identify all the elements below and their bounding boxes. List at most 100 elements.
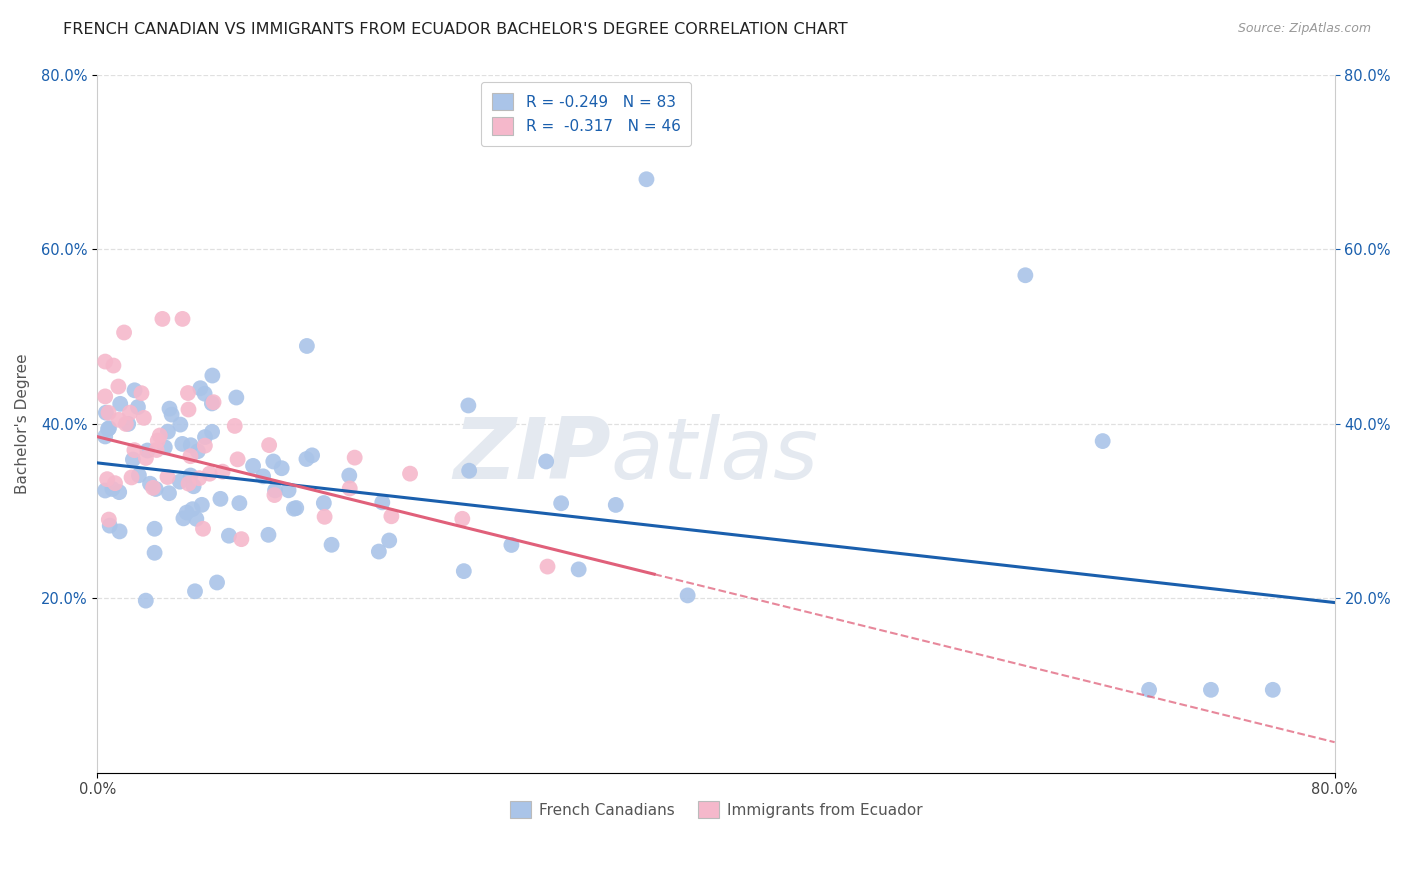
Point <box>179 449 201 463</box>
Point <box>380 509 402 524</box>
Point <box>135 593 157 607</box>
Point <box>169 475 191 489</box>
Point <box>172 511 194 525</box>
Point <box>257 438 280 452</box>
Point <box>124 384 146 398</box>
Point <box>122 452 145 467</box>
Point <box>145 442 167 457</box>
Point <box>180 438 202 452</box>
Point <box>536 559 558 574</box>
Point <box>172 437 194 451</box>
Point <box>201 425 224 439</box>
Point <box>198 467 221 481</box>
Point <box>131 386 153 401</box>
Point <box>176 506 198 520</box>
Point <box>156 470 179 484</box>
Point <box>314 509 336 524</box>
Point <box>1137 682 1160 697</box>
Point <box>337 468 360 483</box>
Point <box>98 421 121 435</box>
Point <box>186 512 208 526</box>
Point <box>1199 682 1222 697</box>
Point <box>453 564 475 578</box>
Point <box>188 381 211 395</box>
Point <box>117 417 139 431</box>
Point <box>96 472 118 486</box>
Point <box>177 402 200 417</box>
Text: FRENCH CANADIAN VS IMMIGRANTS FROM ECUADOR BACHELOR'S DEGREE CORRELATION CHART: FRENCH CANADIAN VS IMMIGRANTS FROM ECUAD… <box>63 22 848 37</box>
Point <box>135 450 157 465</box>
Point <box>534 454 557 468</box>
Point <box>115 417 138 431</box>
Point <box>136 443 159 458</box>
Point <box>172 312 194 326</box>
Point <box>312 496 335 510</box>
Point <box>127 400 149 414</box>
Point <box>263 488 285 502</box>
Point <box>378 533 401 548</box>
Point <box>118 406 141 420</box>
Point <box>226 452 249 467</box>
Point <box>218 529 240 543</box>
Point <box>194 386 217 401</box>
Point <box>107 379 129 393</box>
Point <box>159 401 181 416</box>
Point <box>94 483 117 498</box>
Point <box>1261 682 1284 697</box>
Text: Source: ZipAtlas.com: Source: ZipAtlas.com <box>1237 22 1371 36</box>
Point <box>108 413 131 427</box>
Point <box>605 498 627 512</box>
Point <box>301 448 323 462</box>
Point <box>132 410 155 425</box>
Point <box>179 468 201 483</box>
Point <box>191 522 214 536</box>
Point <box>209 491 232 506</box>
Point <box>371 495 394 509</box>
Point <box>211 465 233 479</box>
Point <box>98 518 121 533</box>
Point <box>121 470 143 484</box>
Point <box>194 430 217 444</box>
Point <box>143 522 166 536</box>
Point <box>224 418 246 433</box>
Point <box>205 575 228 590</box>
Point <box>568 562 591 576</box>
Point <box>201 368 224 383</box>
Point <box>94 389 117 403</box>
Point <box>283 501 305 516</box>
Point <box>457 399 479 413</box>
Point <box>343 450 366 465</box>
Point <box>143 546 166 560</box>
Point <box>103 359 125 373</box>
Point <box>285 501 308 516</box>
Text: ZIP: ZIP <box>453 414 610 497</box>
Point <box>149 428 172 442</box>
Point <box>94 354 117 368</box>
Point <box>257 528 280 542</box>
Point <box>108 524 131 539</box>
Point <box>139 476 162 491</box>
Text: atlas: atlas <box>610 414 818 497</box>
Point <box>451 512 474 526</box>
Point <box>550 496 572 510</box>
Point <box>501 538 523 552</box>
Point <box>1014 268 1036 283</box>
Point <box>225 391 247 405</box>
Point <box>264 483 287 498</box>
Point <box>339 482 361 496</box>
Point <box>124 443 146 458</box>
Point <box>94 406 117 420</box>
Point <box>157 486 180 500</box>
Point <box>636 172 658 186</box>
Point <box>177 476 200 491</box>
Point <box>177 386 200 401</box>
Point <box>228 496 250 510</box>
Point <box>270 461 292 475</box>
Point <box>108 485 131 500</box>
Point <box>160 408 183 422</box>
Legend: French Canadians, Immigrants from Ecuador: French Canadians, Immigrants from Ecuado… <box>503 795 928 824</box>
Point <box>152 312 174 326</box>
Point <box>262 454 284 468</box>
Point <box>295 339 318 353</box>
Point <box>101 482 124 496</box>
